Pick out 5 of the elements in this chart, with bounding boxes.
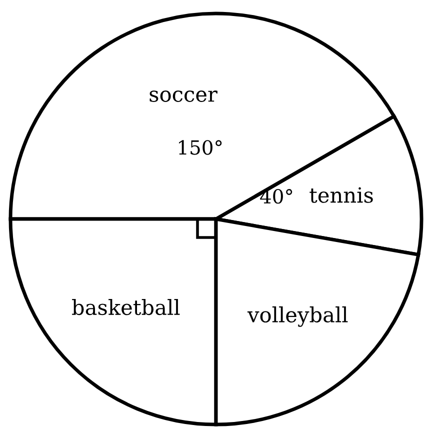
data-label: 150° [178, 140, 222, 155]
slice-label: basketball [72, 299, 180, 316]
slice-label: tennis [310, 187, 373, 203]
slice-label: soccer [150, 90, 218, 102]
slice-label: volleyball [247, 306, 348, 327]
